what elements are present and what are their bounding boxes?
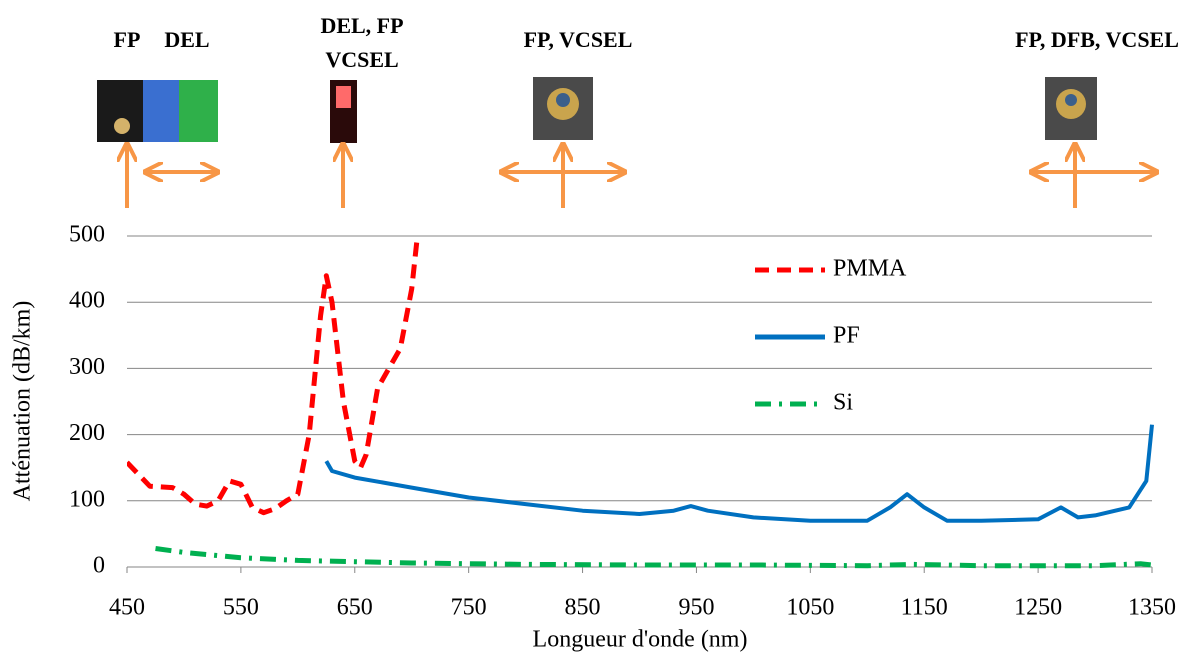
series-line (324, 424, 1154, 523)
x-tick-label: 450 (109, 595, 145, 621)
x-tick-label: 1050 (786, 595, 834, 621)
y-tick-label: 0 (93, 553, 105, 579)
annotation: DEL, FP (320, 13, 403, 38)
annotation: FP, VCSEL (524, 27, 633, 52)
series-line (127, 235, 420, 516)
legend-label: PF (833, 323, 860, 349)
x-tick-label: 650 (337, 595, 373, 621)
y-tick-label: 400 (69, 288, 105, 314)
x-tick-label: 750 (451, 595, 487, 621)
arrows (127, 146, 1155, 208)
y-tick-label: 200 (69, 420, 105, 446)
device-icons (97, 77, 1097, 143)
annotation: DEL (164, 27, 209, 52)
x-tick-label: 1250 (1014, 595, 1062, 621)
x-axis-title: Longueur d'onde (nm) (533, 627, 748, 653)
x-tick-label: 1150 (901, 595, 948, 621)
x-tick-label: 950 (678, 595, 714, 621)
annotation: FP, DFB, VCSEL (1015, 27, 1179, 52)
series-line (155, 546, 1153, 569)
x-tick-label: 550 (223, 595, 259, 621)
legend-label: Si (833, 390, 853, 416)
x-tick-label: 1350 (1128, 595, 1176, 621)
annotation: VCSEL (325, 47, 398, 72)
y-axis-title: Atténuation (dB/km) (10, 301, 36, 502)
y-tick-label: 100 (69, 486, 105, 512)
legend-label: PMMA (833, 256, 907, 282)
annotation: FP (114, 27, 141, 52)
y-tick-label: 300 (69, 354, 105, 380)
x-tick-label: 850 (565, 595, 601, 621)
y-tick-label: 500 (69, 222, 105, 248)
